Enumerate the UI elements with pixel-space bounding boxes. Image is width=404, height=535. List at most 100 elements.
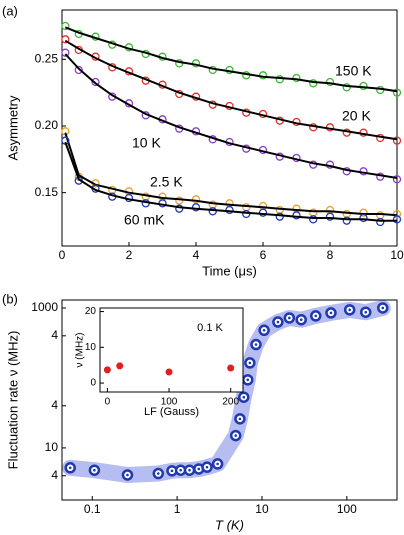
- data-point-center: [188, 468, 191, 472]
- plot-frame: [61, 9, 398, 247]
- y-tick-label: 0.20: [35, 118, 59, 132]
- data-point: [175, 204, 184, 213]
- fit-line: [64, 132, 398, 217]
- y-tick-label: 4: [51, 328, 58, 342]
- data-point: [292, 211, 301, 220]
- data-point-center: [381, 306, 385, 310]
- data-point: [392, 209, 402, 219]
- data-point-center: [276, 320, 280, 324]
- x-tick-label: 1: [174, 502, 181, 516]
- fit-line: [64, 53, 398, 179]
- data-point: [61, 21, 70, 31]
- x-axis-label: Time (μs): [202, 263, 257, 278]
- data-point: [191, 203, 201, 212]
- data-point: [61, 48, 70, 57]
- x-tick-label: 4: [193, 248, 200, 262]
- data-point-center: [179, 468, 182, 472]
- data-point: [208, 207, 217, 216]
- series-label: 150 K: [335, 63, 372, 79]
- data-point-center: [216, 462, 219, 466]
- data-point: [242, 209, 251, 219]
- plot-frame: [61, 299, 398, 501]
- y-tick-label: 1000: [31, 300, 58, 314]
- data-point-center: [329, 311, 333, 315]
- data-point-center: [68, 466, 72, 470]
- data-point: [325, 212, 335, 221]
- y-tick-label: 10: [85, 342, 97, 353]
- y-tick-label: 4: [51, 468, 58, 482]
- data-point-center: [170, 469, 174, 473]
- fit-line: [64, 141, 397, 222]
- data-point: [175, 196, 184, 205]
- inset-x-label: LF (Gauss): [144, 406, 199, 418]
- data-point: [392, 136, 402, 145]
- inset-y-label: ν (MHz): [75, 333, 86, 368]
- data-point-center: [288, 316, 291, 320]
- x-tick-label: 6: [260, 248, 267, 262]
- data-point-center: [197, 467, 201, 471]
- data-point-center: [348, 308, 351, 312]
- data-point-center: [126, 473, 129, 477]
- data-point: [376, 217, 385, 227]
- data-point-center: [248, 361, 252, 365]
- data-point-center: [242, 395, 246, 399]
- data-point: [225, 205, 234, 215]
- data-point: [392, 215, 402, 224]
- data-point: [342, 83, 351, 92]
- x-tick-label: 200: [222, 397, 239, 408]
- series-label: 10 K: [132, 135, 161, 151]
- y-tick-label: 0: [90, 378, 96, 389]
- fit-line: [64, 26, 398, 93]
- data-point: [292, 73, 301, 83]
- inset-background: [100, 308, 243, 392]
- x-tick-label: 0.1: [84, 502, 101, 516]
- inset-point: [103, 366, 111, 374]
- x-tick-label: 0: [59, 248, 66, 262]
- data-point: [74, 65, 83, 75]
- inset-point: [165, 368, 173, 376]
- data-point-center: [314, 314, 318, 318]
- data-point: [91, 77, 100, 87]
- data-point: [325, 77, 335, 87]
- data-point-center: [205, 465, 209, 469]
- data-point-center: [234, 434, 237, 437]
- data-point: [309, 79, 318, 88]
- data-point: [309, 215, 318, 224]
- x-tick-label: 100: [337, 502, 357, 516]
- x-tick-label: 2: [126, 248, 133, 262]
- data-point: [258, 208, 268, 217]
- series-label: 2.5 K: [150, 174, 183, 190]
- data-point-center: [364, 310, 368, 314]
- series-label: 20 K: [342, 108, 371, 124]
- fit-line: [64, 39, 398, 141]
- data-point-center: [93, 468, 96, 472]
- x-tick-label: 8: [327, 248, 334, 262]
- data-point: [61, 35, 70, 44]
- y-tick-label: 0.25: [35, 52, 59, 66]
- inset-point: [227, 364, 235, 372]
- data-point: [275, 75, 284, 84]
- y-tick-label: 10: [45, 440, 59, 454]
- x-axis-label: T (K): [215, 517, 244, 532]
- data-point: [359, 208, 368, 217]
- data-point: [275, 212, 284, 221]
- panel-label: (b): [2, 291, 18, 306]
- data-point-center: [254, 343, 258, 346]
- data-point-center: [299, 318, 303, 321]
- data-point: [392, 175, 402, 184]
- data-point: [376, 211, 385, 220]
- data-point: [359, 81, 368, 91]
- panel-label: (a): [2, 3, 18, 18]
- data-point: [191, 195, 201, 204]
- y-tick-label: 4: [51, 398, 58, 412]
- x-tick-label: 10: [390, 248, 404, 262]
- inset-point: [116, 362, 124, 370]
- data-point-center: [156, 472, 160, 475]
- data-point-center: [246, 378, 250, 382]
- data-point-center: [238, 417, 242, 421]
- data-point: [342, 216, 351, 225]
- data-point: [359, 213, 368, 223]
- x-tick-label: 10: [255, 502, 269, 516]
- y-axis-label: Asymmetry: [5, 95, 20, 161]
